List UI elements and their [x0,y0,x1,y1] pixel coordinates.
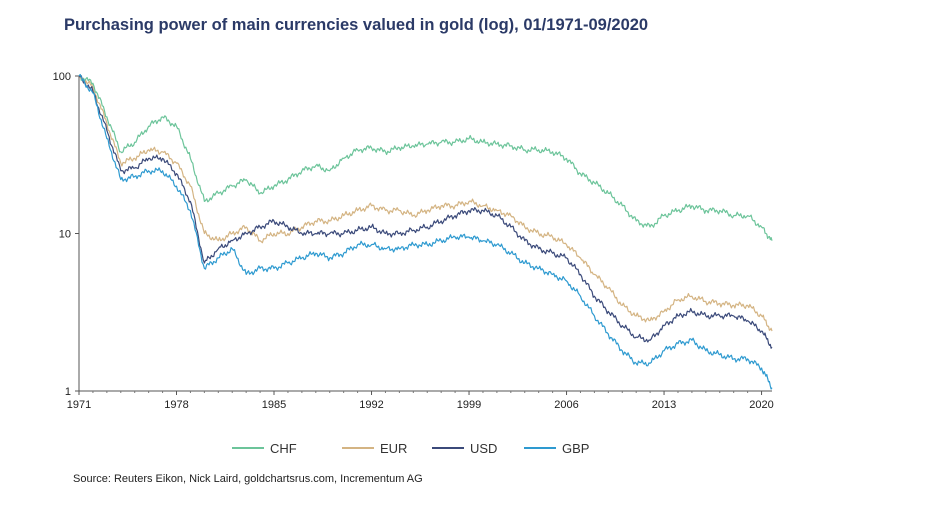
y-tick-label: 10 [59,229,71,241]
series-line-eur [78,75,773,332]
chart-legend: CHF EUR USD GBP [232,441,589,456]
x-tick-label: 1992 [359,399,383,411]
chart-title: Purchasing power of main currencies valu… [64,16,649,34]
series-line-usd [78,75,773,349]
series-line-gbp [78,73,773,390]
y-tick-label: 100 [53,71,71,83]
x-tick-label: 2020 [749,399,773,411]
legend-label-eur: EUR [380,441,407,456]
x-tick-label: 2006 [554,399,578,411]
legend-label-gbp: GBP [562,441,589,456]
x-tick-label: 2013 [652,399,676,411]
x-tick-label: 1985 [262,399,286,411]
y-tick-label: 1 [65,386,71,398]
source-note: Source: Reuters Eikon, Nick Laird, goldc… [73,473,423,485]
x-tick-label: 1999 [457,399,481,411]
series-line-chf [78,75,773,241]
chart-series [78,73,773,390]
legend-label-usd: USD [470,441,497,456]
x-tick-label: 1978 [164,399,188,411]
legend-label-chf: CHF [270,441,297,456]
x-tick-label: 1971 [67,399,91,411]
